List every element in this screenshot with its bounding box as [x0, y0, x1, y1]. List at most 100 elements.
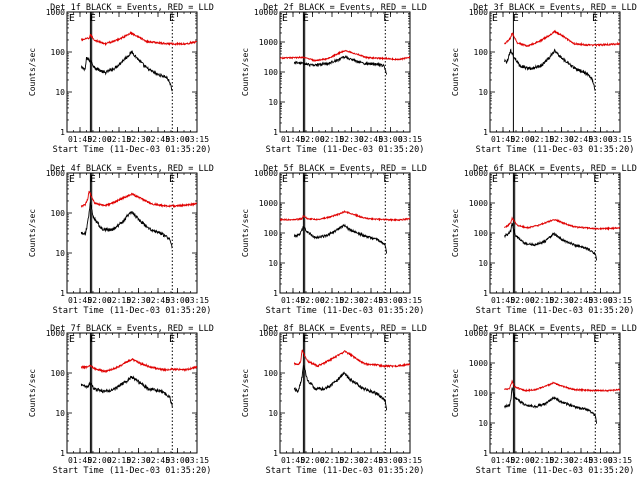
x-tick-label: 02:45: [146, 456, 170, 465]
y-tick-label: 10: [478, 88, 488, 97]
y-tick-label: 100: [264, 369, 279, 378]
y-tick-label: 1: [273, 449, 278, 458]
x-tick-label: 03:15: [185, 456, 209, 465]
panel-title: Det 5f BLACK = Events, RED = LLD: [263, 164, 427, 174]
y-tick-label: 1000: [46, 8, 65, 17]
y-tick-label: 100: [474, 48, 489, 57]
events-series-line: [80, 49, 173, 92]
event-marker-label: E: [492, 174, 498, 185]
y-tick-label: 100: [264, 229, 279, 238]
x-tick-label: 03:15: [608, 456, 632, 465]
y-tick-label: 1000: [259, 329, 278, 338]
y-tick-label: 10: [478, 259, 488, 268]
x-axis-label: Start Time (11-Dec-03 01:35:20): [53, 145, 212, 155]
y-axis-label: Counts/sec: [241, 48, 250, 96]
event-marker-label: E: [492, 334, 498, 345]
event-marker-label: E: [303, 174, 309, 185]
x-axis-label: Start Time (11-Dec-03 01:35:20): [266, 466, 425, 476]
panel-title: Det 2f BLACK = Events, RED = LLD: [263, 3, 427, 13]
y-tick-label: 100: [51, 48, 66, 57]
x-tick-label: 02:15: [320, 135, 344, 144]
y-tick-label: 100: [51, 369, 66, 378]
x-tick-label: 01:45: [281, 135, 305, 144]
event-marker-label: E: [169, 174, 175, 185]
detector-panel-3: Det 3f BLACK = Events, RED = LLD 1 10 100 10…: [451, 3, 637, 155]
x-tick-label: 02:45: [569, 296, 593, 305]
x-tick-label: 03:15: [398, 296, 422, 305]
event-marker-label: E: [383, 174, 389, 185]
y-tick-label: 10000: [254, 8, 278, 17]
detector-panel-1: Det 1f BLACK = Events, RED = LLD 1 10 100 10…: [28, 3, 214, 155]
panel-title: Det 1f BLACK = Events, RED = LLD: [50, 3, 214, 13]
y-tick-label: 10000: [464, 329, 488, 338]
lld-series-line: [80, 357, 197, 374]
x-tick-label: 02:45: [359, 296, 383, 305]
event-marker-label: E: [513, 334, 519, 345]
y-tick-label: 1000: [469, 199, 488, 208]
x-tick-label: 03:00: [588, 456, 612, 465]
x-tick-label: 02:15: [320, 296, 344, 305]
y-tick-label: 10: [55, 88, 65, 97]
panel-title: Det 7f BLACK = Events, RED = LLD: [50, 324, 214, 334]
panel-title: Det 9f BLACK = Events, RED = LLD: [473, 324, 637, 334]
detector-panel-4: Det 4f BLACK = Events, RED = LLD 1 10 100 10…: [28, 164, 214, 316]
plot-frame: [279, 172, 411, 294]
x-tick-label: 02:15: [530, 456, 554, 465]
y-tick-label: 100: [474, 229, 489, 238]
event-marker-label: E: [69, 174, 75, 185]
x-tick-label: 01:45: [281, 456, 305, 465]
lld-series-line: [504, 379, 620, 393]
x-tick-label: 02:30: [339, 296, 363, 305]
event-marker-label: E: [303, 334, 309, 345]
event-marker-label: E: [169, 334, 175, 345]
x-tick-label: 02:45: [146, 135, 170, 144]
event-marker-label: E: [90, 13, 96, 24]
x-tick-label: 03:15: [185, 296, 209, 305]
x-tick-label: 02:00: [510, 296, 534, 305]
event-marker-label: E: [90, 334, 96, 345]
x-tick-label: 03:15: [398, 135, 422, 144]
plot-frame: [489, 332, 621, 454]
event-marker-label: E: [513, 174, 519, 185]
event-marker-label: E: [90, 174, 96, 185]
lld-series-line: [293, 349, 410, 369]
x-tick-label: 03:00: [378, 296, 402, 305]
plot-frame: [66, 332, 198, 454]
x-tick-label: 02:45: [359, 135, 383, 144]
x-tick-label: 02:15: [530, 296, 554, 305]
x-tick-label: 02:30: [549, 296, 573, 305]
x-tick-label: 03:15: [608, 135, 632, 144]
x-tick-label: 02:30: [126, 296, 150, 305]
x-tick-label: 02:45: [359, 456, 383, 465]
y-axis-label: Counts/sec: [28, 48, 37, 96]
detector-panel-7: Det 7f BLACK = Events, RED = LLD 1 10 100 10…: [28, 324, 214, 476]
x-tick-label: 03:00: [378, 135, 402, 144]
y-axis-label: Counts/sec: [28, 369, 37, 417]
x-axis-label: Start Time (11-Dec-03 01:35:20): [266, 306, 425, 316]
panel-title: Det 3f BLACK = Events, RED = LLD: [473, 3, 637, 13]
x-tick-label: 02:30: [549, 135, 573, 144]
lld-series-line: [80, 30, 197, 47]
y-tick-label: 10000: [464, 169, 488, 178]
x-tick-label: 02:30: [339, 456, 363, 465]
y-tick-label: 1: [60, 289, 65, 298]
y-tick-label: 1: [483, 289, 488, 298]
y-tick-label: 10: [55, 249, 65, 258]
y-axis-label: Counts/sec: [241, 209, 250, 257]
event-marker-label: E: [492, 13, 498, 24]
y-tick-label: 1: [273, 289, 278, 298]
panel-title: Det 8f BLACK = Events, RED = LLD: [263, 324, 427, 334]
x-tick-label: 02:00: [300, 456, 324, 465]
x-tick-label: 02:15: [107, 135, 131, 144]
x-tick-label: 03:15: [398, 456, 422, 465]
events-series-line: [293, 223, 388, 254]
detector-panel-9: Det 9f BLACK = Events, RED = LLD 1 10 100 10…: [451, 324, 637, 476]
events-series-line: [80, 201, 173, 249]
y-tick-label: 10: [268, 259, 278, 268]
y-axis-label: Counts/sec: [451, 209, 460, 257]
y-tick-label: 100: [264, 68, 279, 77]
x-tick-label: 02:00: [510, 135, 534, 144]
y-tick-label: 100: [51, 209, 66, 218]
x-tick-label: 02:00: [300, 296, 324, 305]
y-tick-label: 1000: [469, 8, 488, 17]
